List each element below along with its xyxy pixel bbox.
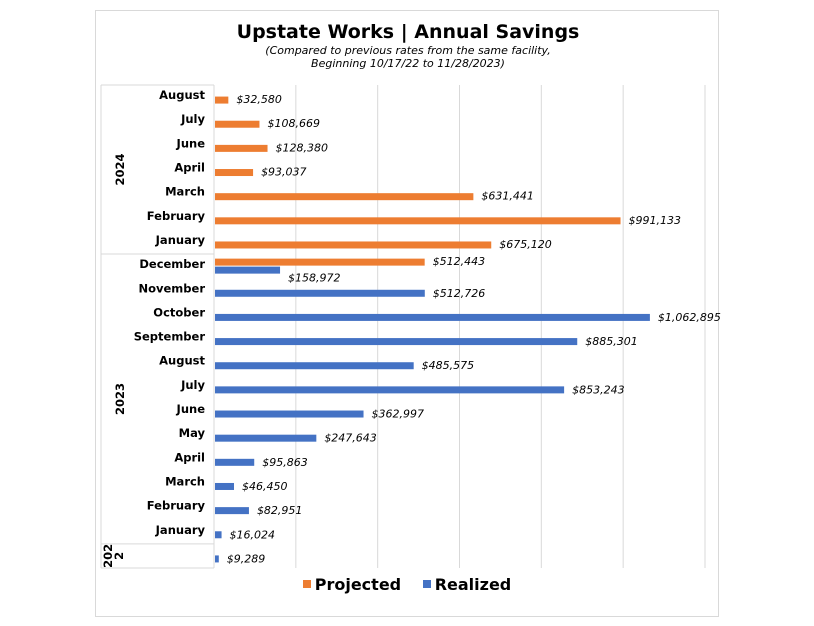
chart-subtitle: (Compared to previous rates from the sam… — [96, 44, 720, 70]
legend-label-realized: Realized — [434, 575, 512, 594]
bar-projected — [215, 241, 492, 249]
bar-realized — [215, 386, 565, 394]
category-label: August — [159, 354, 205, 368]
bar-projected — [215, 96, 229, 104]
legend-swatch-realized — [422, 579, 431, 588]
category-label: May — [179, 426, 206, 440]
bar-realized — [215, 507, 249, 515]
category-label: June — [176, 402, 206, 416]
data-label-realized: $485,575 — [422, 359, 475, 372]
chart-frame: Upstate Works | Annual Savings (Compared… — [95, 10, 719, 617]
category-label: August — [159, 88, 205, 102]
bar-realized — [215, 410, 364, 418]
data-label-realized: $82,951 — [257, 504, 303, 517]
bar-projected — [215, 144, 268, 152]
bar-realized — [215, 362, 414, 370]
bar-projected — [215, 258, 425, 266]
data-label-projected: $32,580 — [236, 93, 281, 106]
bar-realized — [215, 434, 317, 442]
bar-realized — [215, 458, 255, 466]
data-label-realized: $9,289 — [227, 552, 266, 565]
category-label: March — [165, 474, 205, 488]
bar-projected — [215, 169, 254, 177]
data-label-realized: $853,243 — [572, 383, 625, 396]
group-label: 2024 — [113, 154, 127, 186]
category-label: June — [176, 136, 206, 150]
category-label: February — [147, 209, 206, 223]
data-label-projected: $128,380 — [276, 141, 329, 154]
legend-item-realized[interactable]: Realized — [422, 575, 512, 594]
bar-realized — [215, 266, 281, 274]
data-label-realized: $158,972 — [288, 272, 341, 285]
group-label: 2023 — [113, 383, 127, 415]
category-label: July — [180, 112, 205, 126]
category-label: April — [174, 450, 205, 464]
category-label: January — [155, 523, 206, 537]
data-label-projected: $93,037 — [261, 166, 307, 179]
bar-realized — [215, 531, 222, 539]
bar-realized — [215, 555, 219, 563]
subtitle-line-1: (Compared to previous rates from the sam… — [265, 44, 551, 57]
data-label-realized: $46,450 — [242, 480, 288, 493]
data-label-realized: $95,863 — [262, 456, 308, 469]
data-label-realized: $885,301 — [585, 335, 638, 348]
bar-projected — [215, 120, 260, 128]
bar-realized — [215, 289, 425, 297]
category-label: September — [134, 330, 206, 344]
data-label-projected: $675,120 — [499, 238, 551, 251]
legend-label-projected: Projected — [314, 575, 402, 594]
bar-realized — [215, 482, 235, 490]
data-label-projected: $108,669 — [267, 117, 320, 130]
data-label-realized: $1,062,895 — [658, 311, 721, 324]
legend-swatch-projected — [302, 579, 311, 588]
category-label: April — [174, 161, 205, 175]
data-label-projected: $631,441 — [481, 190, 534, 203]
chart-title: Upstate Works | Annual Savings — [236, 21, 580, 43]
legend-item-projected[interactable]: Projected — [302, 575, 402, 594]
category-label: July — [180, 378, 205, 392]
category-label: March — [165, 185, 205, 199]
category-label: October — [153, 305, 205, 319]
bar-realized — [215, 313, 650, 321]
category-label: January — [155, 233, 206, 247]
bar-realized — [215, 338, 578, 346]
data-label-projected: $991,133 — [629, 214, 682, 227]
category-label: December — [139, 257, 205, 271]
data-label-realized: $512,726 — [433, 287, 486, 300]
group-label: 2 — [112, 552, 126, 560]
group-label: 202 — [101, 544, 115, 568]
data-label-realized: $16,024 — [230, 528, 276, 541]
bar-projected — [215, 193, 474, 201]
data-label-realized: $362,997 — [372, 408, 425, 421]
data-label-projected: $512,443 — [433, 255, 486, 268]
legend: Projected Realized — [0, 575, 814, 594]
bar-projected — [215, 217, 621, 225]
category-label: November — [138, 281, 205, 295]
category-label: February — [147, 499, 206, 513]
subtitle-line-2: Beginning 10/17/22 to 11/28/2023) — [311, 57, 505, 70]
data-label-realized: $247,643 — [324, 432, 377, 445]
